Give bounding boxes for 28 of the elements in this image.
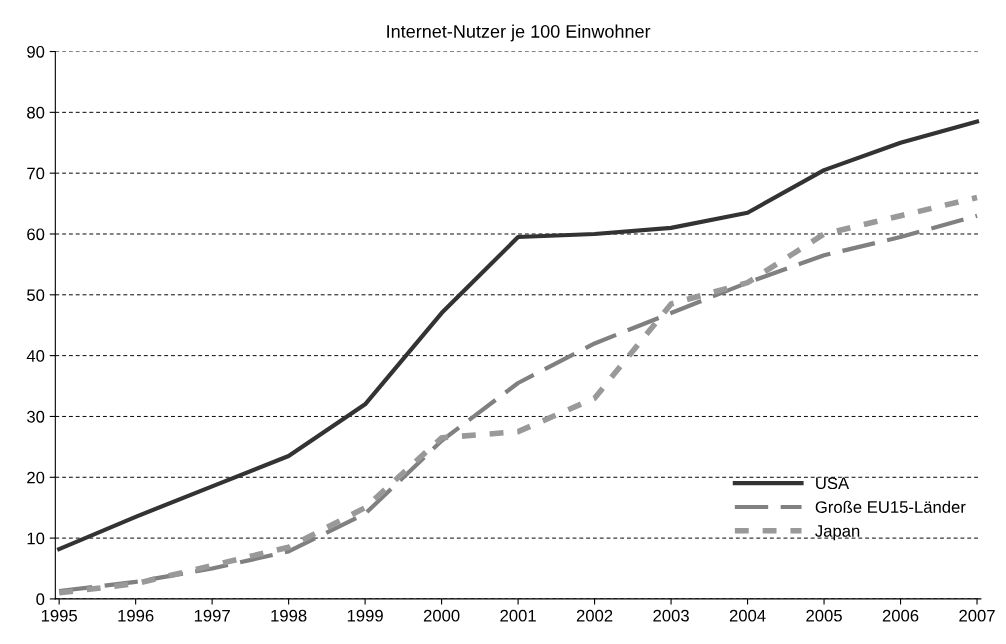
- x-tick-label: 1998: [271, 609, 307, 622]
- y-tick-label: 20: [27, 471, 45, 484]
- x-tick-label: 2001: [500, 609, 536, 622]
- x-tick-label: 2006: [882, 609, 919, 622]
- x-tick-label: 1997: [194, 609, 230, 622]
- y-tick-label: 90: [27, 45, 45, 58]
- x-tick-label: 2007: [959, 609, 995, 622]
- legend-label: Japan: [815, 525, 860, 541]
- x-tick-label: 1995: [41, 609, 77, 622]
- x-tick-label: 2000: [423, 609, 460, 622]
- legend-label: Große EU15-Länder: [815, 500, 966, 513]
- chart-title: Internet-Nutzer je 100 Einwohner: [387, 24, 651, 42]
- y-tick-label: 30: [27, 410, 45, 423]
- line-series: [57, 119, 980, 552]
- x-tick-label: 2002: [576, 609, 613, 622]
- y-tick-label: 10: [27, 532, 45, 545]
- y-tick-label: 80: [27, 106, 45, 119]
- y-tick-label: 40: [26, 350, 45, 362]
- x-tick-label: 2004: [729, 609, 766, 622]
- x-tick-label: 1996: [118, 609, 154, 622]
- y-tick-label: 60: [27, 228, 45, 241]
- legend-label: USA: [816, 477, 850, 490]
- x-tick-label: 1999: [347, 609, 383, 622]
- y-tick-label: 50: [27, 289, 45, 302]
- x-tick-label: 2003: [653, 609, 689, 622]
- x-tick-label: 2005: [806, 609, 842, 622]
- y-tick-label: 70: [27, 167, 45, 180]
- y-tick-label: 0: [36, 593, 45, 606]
